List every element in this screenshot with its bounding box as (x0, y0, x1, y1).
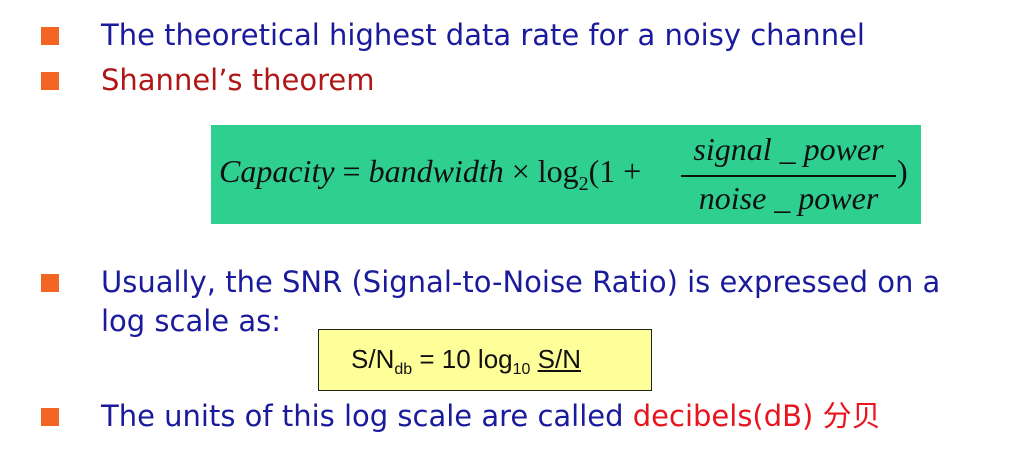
snr-formula: S/Ndb = 10 log10 S/N (351, 344, 581, 379)
snr-lhs-subscript: db (394, 361, 413, 378)
formula-close-paren: ) (897, 153, 908, 189)
shannon-formula: Capacity = bandwidth × log2(1 + signal _… (211, 125, 921, 224)
bullet-text-snr-line1: Usually, the SNR (Signal-to-Noise Ratio)… (101, 265, 941, 299)
formula-fraction-bar (681, 175, 896, 177)
formula-denominator: noise _ power (698, 180, 879, 216)
bullet-icon (41, 72, 59, 90)
formula-equals: = (334, 153, 369, 189)
formula-log: log (537, 153, 579, 189)
bullet-text-snr-line2: log scale as: (101, 304, 282, 338)
snr-lhs: S/N (351, 344, 395, 374)
bullet-text-decibels: The units of this log scale are called d… (101, 398, 881, 434)
snr-formula-box: S/Ndb = 10 log10 S/N (318, 329, 652, 391)
formula-log-base: 2 (578, 173, 589, 195)
decibels-prefix: The units of this log scale are called (101, 399, 633, 433)
snr-log-base: 10 (512, 361, 531, 378)
decibels-highlight: decibels(dB) 分贝 (632, 399, 881, 433)
bullet-icon (41, 274, 59, 292)
formula-main: Capacity = bandwidth × log2(1 + (219, 153, 642, 195)
snr-rhs: S/N (537, 344, 581, 374)
formula-bandwidth: bandwidth (368, 153, 504, 189)
snr-equals-log: = 10 log (412, 344, 513, 374)
bullet-text-shannon: Shannel’s theorem (101, 63, 375, 97)
bullet-text-data-rate: The theoretical highest data rate for a … (101, 18, 865, 52)
formula-capacity: Capacity (219, 153, 335, 189)
bullet-icon (41, 408, 59, 426)
bullet-icon (41, 27, 59, 45)
formula-open-paren: (1 + (588, 153, 642, 189)
formula-times: × (503, 153, 538, 189)
formula-numerator: signal _ power (693, 131, 884, 167)
